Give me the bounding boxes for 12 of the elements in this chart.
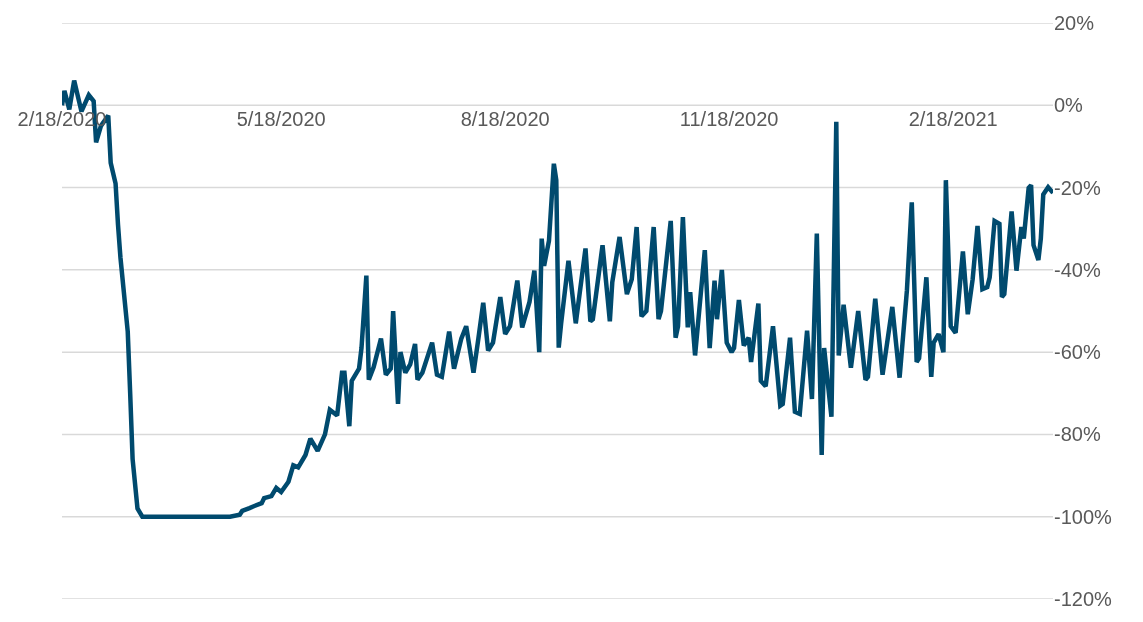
x-tick-label: 8/18/2020 <box>460 108 550 131</box>
x-tick-label: 2/18/2021 <box>908 108 998 131</box>
y-tick-label: -100% <box>1054 505 1113 528</box>
y-tick-label: -20% <box>1054 176 1101 199</box>
y-tick-label: 20% <box>1054 12 1095 34</box>
x-tick-label: 5/18/2020 <box>236 108 326 131</box>
y-tick-label: -60% <box>1054 341 1101 364</box>
y-tick-label: 0% <box>1054 94 1084 117</box>
y-tick-label: -80% <box>1054 423 1101 446</box>
y-tick-label: -120% <box>1054 588 1113 610</box>
y-tick-label: -40% <box>1054 258 1101 281</box>
x-tick-label: 11/18/2020 <box>679 108 779 131</box>
